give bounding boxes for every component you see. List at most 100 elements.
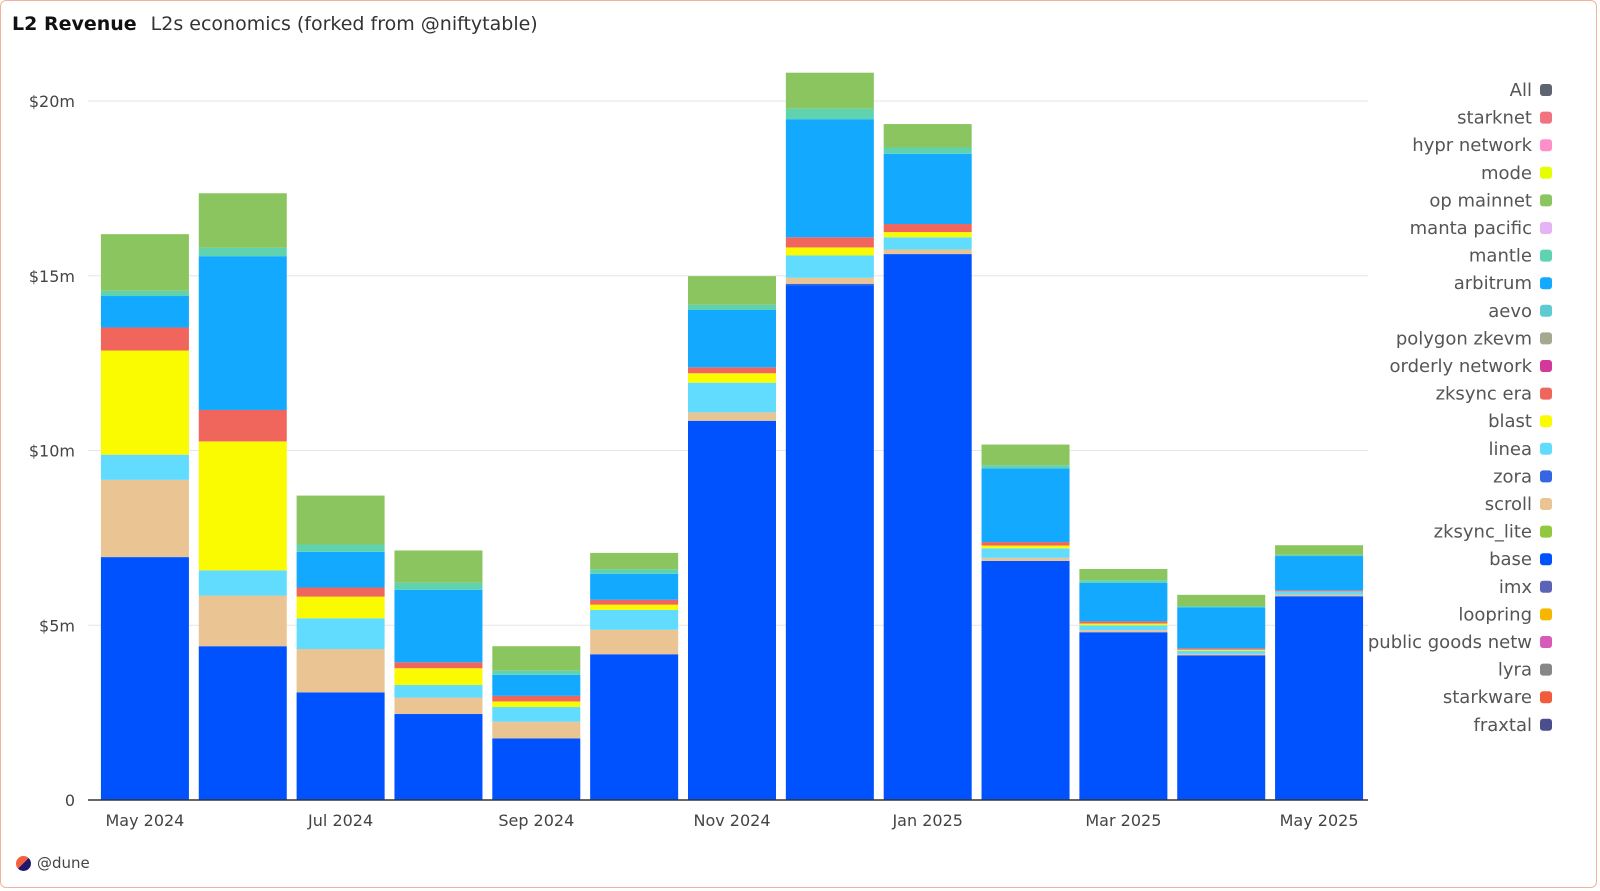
legend-item: aevo bbox=[1488, 301, 1552, 322]
legend-swatch bbox=[1540, 166, 1552, 179]
bar-segment-scroll bbox=[296, 649, 385, 693]
legend-item: blast bbox=[1488, 411, 1552, 432]
bar-segment-arbitrum bbox=[688, 310, 776, 368]
bar-segment-base bbox=[688, 420, 776, 800]
x-tick-label: May 2025 bbox=[1280, 811, 1359, 830]
bar-segment-linea bbox=[1177, 650, 1266, 654]
legend-swatch bbox=[1540, 360, 1552, 372]
x-tick-label: Jul 2024 bbox=[307, 811, 373, 830]
legend-item: zora bbox=[1493, 466, 1552, 487]
bar-segment-op-mainnet bbox=[785, 72, 874, 109]
bar-segment-blast bbox=[1177, 649, 1266, 651]
bar-segment-mantle bbox=[883, 147, 972, 154]
dune-logo-icon bbox=[16, 855, 31, 871]
bar-segment-zksync-era bbox=[296, 587, 385, 597]
chart-subtitle: L2s economics (forked from @niftytable) bbox=[150, 13, 538, 35]
bar-segment-arbitrum bbox=[1079, 582, 1168, 622]
legend: All starknet hypr network mode op mainnet man… bbox=[1368, 80, 1552, 736]
legend-swatch bbox=[1540, 525, 1552, 538]
bar-segment-blast bbox=[688, 373, 776, 383]
bar-segment-scroll bbox=[981, 557, 1070, 561]
bar-segment-scroll bbox=[394, 697, 483, 715]
legend-label: orderly network bbox=[1390, 356, 1533, 377]
bar-segment-zksync-era bbox=[981, 542, 1070, 546]
x-tick-label: Sep 2024 bbox=[498, 811, 574, 830]
bar-stack-mar-2025 bbox=[1079, 568, 1168, 800]
legend-label: starkware bbox=[1443, 687, 1532, 708]
bar-segment-blast bbox=[785, 247, 874, 256]
bar-segment-base bbox=[1177, 655, 1266, 800]
legend-label: public goods netw bbox=[1368, 632, 1532, 653]
legend-label: lyra bbox=[1498, 660, 1532, 681]
bar-stack-oct-2024 bbox=[590, 552, 679, 800]
bar-segment-scroll bbox=[198, 595, 287, 647]
footer: @dune bbox=[16, 854, 90, 872]
y-tick-label: $5m bbox=[39, 616, 75, 635]
bar-segment-op-mainnet bbox=[883, 124, 972, 148]
bars bbox=[100, 72, 1364, 800]
y-tick-label: $20m bbox=[29, 92, 75, 111]
bar-segment-scroll bbox=[883, 249, 972, 255]
legend-label: All bbox=[1510, 80, 1532, 101]
legend-swatch bbox=[1540, 222, 1552, 234]
legend-swatch bbox=[1540, 442, 1552, 455]
legend-swatch bbox=[1540, 718, 1552, 731]
bar-segment-arbitrum bbox=[198, 256, 287, 410]
bar-segment-scroll bbox=[590, 629, 679, 655]
legend-swatch bbox=[1540, 636, 1552, 648]
legend-swatch bbox=[1540, 111, 1552, 124]
legend-swatch bbox=[1540, 663, 1552, 676]
legend-item: mode bbox=[1481, 163, 1552, 184]
legend-label: starknet bbox=[1457, 108, 1532, 129]
legend-item: starknet bbox=[1457, 108, 1552, 129]
legend-label: mode bbox=[1481, 163, 1532, 184]
bar-segment-zksync-era bbox=[198, 409, 287, 442]
bar-segment-arbitrum bbox=[1177, 607, 1266, 649]
bar-segment-base bbox=[296, 692, 385, 800]
legend-swatch bbox=[1540, 194, 1552, 207]
bar-segment-mantle bbox=[492, 670, 581, 675]
bar-stack-aug-2024 bbox=[394, 550, 483, 800]
legend-item: loopring bbox=[1458, 604, 1552, 625]
legend-swatch bbox=[1540, 332, 1552, 345]
footer-brand: @dune bbox=[37, 854, 90, 872]
legend-swatch bbox=[1540, 553, 1552, 566]
legend-item: manta pacific bbox=[1410, 218, 1552, 239]
bar-segment-linea bbox=[1275, 591, 1364, 595]
legend-item: zksync era bbox=[1436, 384, 1552, 405]
legend-label: blast bbox=[1488, 411, 1532, 432]
y-tick-label: $15m bbox=[29, 267, 75, 286]
legend-label: fraxtal bbox=[1473, 715, 1532, 736]
legend-swatch bbox=[1540, 84, 1552, 96]
bar-segment-arbitrum bbox=[981, 468, 1070, 543]
y-axis: 0 $5m $10m $15m $20m bbox=[29, 92, 75, 810]
bar-segment-scroll bbox=[492, 721, 581, 739]
legend-swatch bbox=[1540, 387, 1552, 400]
bar-segment-scroll bbox=[1177, 653, 1266, 656]
bar-segment-zora bbox=[785, 283, 874, 286]
x-tick-label: Nov 2024 bbox=[693, 811, 770, 830]
bar-segment-scroll bbox=[1079, 630, 1168, 633]
chart-header: L2 Revenue L2s economics (forked from @n… bbox=[12, 13, 538, 41]
bar-segment-op-mainnet bbox=[688, 276, 776, 305]
bar-segment-scroll bbox=[100, 479, 189, 558]
bar-segment-scroll bbox=[688, 412, 776, 421]
bar-segment-zksync-era bbox=[1079, 621, 1168, 624]
legend-swatch bbox=[1540, 608, 1552, 621]
legend-item: zksync_lite bbox=[1434, 522, 1552, 543]
bar-segment-zksync-era bbox=[590, 599, 679, 605]
legend-item: lyra bbox=[1498, 660, 1552, 681]
chart-title: L2 Revenue bbox=[12, 13, 137, 35]
bar-segment-op-mainnet bbox=[590, 552, 679, 570]
bar-segment-linea bbox=[492, 707, 581, 722]
legend-item: orderly network bbox=[1390, 356, 1552, 377]
bar-segment-base bbox=[198, 646, 287, 800]
bar-segment-zksync-era bbox=[100, 327, 189, 351]
legend-item: scroll bbox=[1485, 494, 1552, 515]
bar-segment-base bbox=[492, 738, 581, 800]
bar-segment-linea bbox=[981, 548, 1070, 558]
bar-segment-base bbox=[590, 654, 679, 800]
legend-label: imx bbox=[1499, 577, 1533, 598]
bar-segment-base bbox=[394, 714, 483, 800]
